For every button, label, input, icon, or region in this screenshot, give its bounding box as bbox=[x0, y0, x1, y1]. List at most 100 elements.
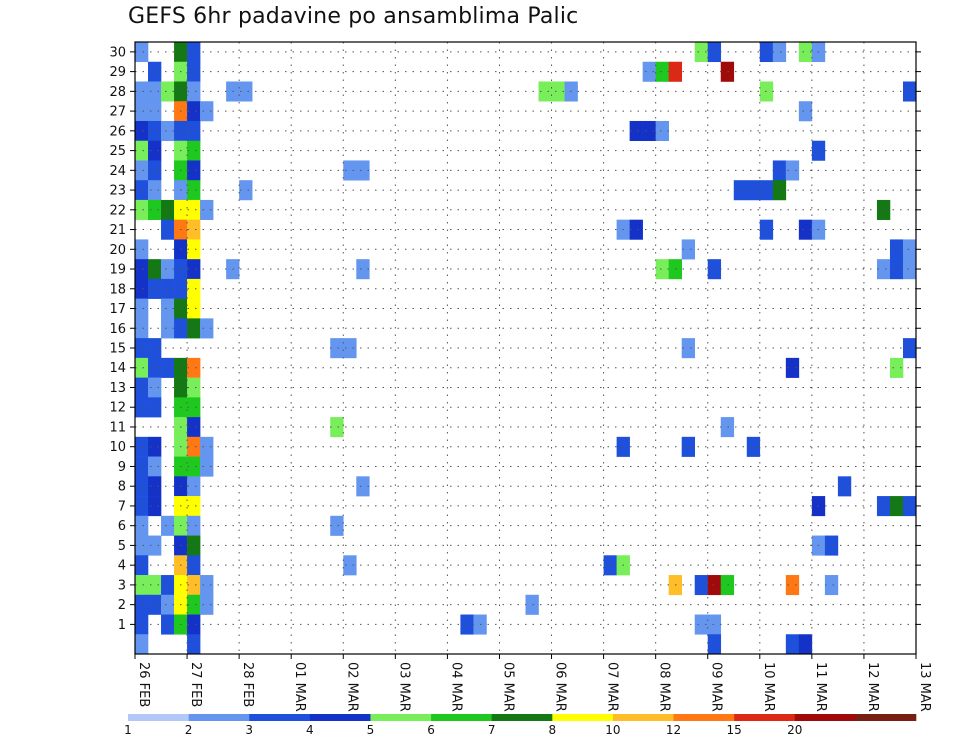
heatmap-cell bbox=[785, 160, 800, 181]
heatmap-cell bbox=[902, 81, 917, 102]
heatmap-cell bbox=[135, 535, 149, 556]
y-tick-label: 9 bbox=[118, 460, 126, 475]
heatmap-cell bbox=[187, 180, 201, 201]
heatmap-cell bbox=[785, 575, 800, 596]
heatmap-cell bbox=[356, 259, 370, 280]
heatmap-cell bbox=[187, 555, 201, 576]
y-tick-label: 26 bbox=[109, 124, 126, 139]
heatmap-cell bbox=[135, 436, 149, 457]
heatmap-cell bbox=[135, 81, 149, 102]
heatmap-cell bbox=[200, 436, 214, 457]
heatmap-cell bbox=[343, 160, 357, 181]
heatmap-cell bbox=[902, 338, 917, 359]
heatmap-cell bbox=[798, 42, 813, 63]
heatmap-cell bbox=[187, 42, 201, 63]
heatmap-cell bbox=[148, 259, 162, 280]
y-tick-label: 5 bbox=[118, 539, 126, 554]
heatmap-cell bbox=[161, 357, 175, 378]
colorbar-label: 7 bbox=[488, 723, 496, 737]
colorbar-label: 5 bbox=[367, 723, 375, 737]
heatmap-cell bbox=[187, 496, 201, 517]
y-tick-label: 8 bbox=[118, 480, 126, 495]
heatmap-cell bbox=[161, 259, 175, 280]
y-tick-label: 16 bbox=[109, 322, 126, 337]
heatmap-cell bbox=[187, 278, 201, 299]
heatmap-cell bbox=[135, 239, 149, 260]
colorbar: 1 2 3 4 5 6 7 8 10 12 15 20 bbox=[124, 714, 917, 737]
heatmap-cell bbox=[343, 555, 357, 576]
x-tick-label: 12 MAR bbox=[865, 662, 880, 712]
heatmap-cell bbox=[148, 120, 162, 142]
heatmap-cell bbox=[187, 436, 201, 457]
heatmap-cell bbox=[655, 120, 669, 142]
x-tick-label: 05 MAR bbox=[500, 662, 515, 712]
heatmap-cell bbox=[876, 259, 891, 280]
heatmap-cell bbox=[161, 199, 175, 220]
heatmap-cell bbox=[161, 594, 175, 615]
heatmap-cell bbox=[135, 42, 149, 63]
heatmap-cell bbox=[681, 436, 696, 457]
heatmap-cell bbox=[694, 614, 709, 635]
x-tick-label: 28 FEB bbox=[240, 662, 255, 707]
y-tick-label: 14 bbox=[109, 361, 126, 376]
heatmap-cell bbox=[772, 160, 787, 181]
colorbar-swatch bbox=[734, 714, 796, 721]
heatmap-cell bbox=[187, 101, 201, 122]
heatmap-cell bbox=[187, 397, 201, 418]
heatmap-cell bbox=[161, 614, 175, 635]
y-tick-label: 30 bbox=[109, 45, 126, 60]
x-tick-label: 01 MAR bbox=[292, 662, 307, 712]
heatmap-cell bbox=[148, 101, 162, 122]
heatmap-cell bbox=[135, 298, 149, 319]
colorbar-label: 3 bbox=[245, 723, 253, 737]
heatmap-cell bbox=[187, 160, 201, 181]
y-tick-label: 28 bbox=[109, 85, 126, 100]
heatmap-cell bbox=[902, 496, 917, 517]
colorbar-label: 8 bbox=[548, 723, 556, 737]
heatmap-cell bbox=[746, 436, 761, 457]
y-tick-label: 4 bbox=[118, 559, 126, 574]
y-tick-label: 7 bbox=[118, 499, 126, 514]
heatmap-cell bbox=[707, 634, 722, 655]
heatmap-cell bbox=[889, 357, 904, 378]
heatmap-cell bbox=[655, 259, 669, 280]
y-tick-label: 25 bbox=[109, 144, 126, 159]
heatmap-cell bbox=[135, 357, 149, 378]
heatmap-cell bbox=[135, 318, 149, 339]
heatmap-cell bbox=[187, 614, 201, 635]
heatmap-cell bbox=[135, 160, 149, 181]
colorbar-swatch bbox=[491, 714, 553, 721]
heatmap-cell bbox=[889, 259, 904, 280]
heatmap-cell bbox=[538, 81, 552, 102]
heatmap-cell bbox=[187, 120, 201, 142]
heatmap-cell bbox=[707, 42, 722, 63]
x-tick-label: 02 MAR bbox=[344, 662, 359, 712]
heatmap-cell bbox=[161, 81, 175, 102]
heatmap-cell bbox=[148, 436, 162, 457]
heatmap-cell bbox=[135, 555, 149, 576]
heatmap-cell bbox=[161, 120, 175, 142]
heatmap-cell bbox=[785, 357, 800, 378]
y-tick-label: 1 bbox=[118, 618, 126, 633]
heatmap-cell bbox=[161, 515, 175, 536]
heatmap-cell bbox=[798, 101, 813, 122]
y-tick-label: 27 bbox=[109, 105, 126, 120]
heatmap-cell bbox=[161, 318, 175, 339]
heatmap-cell bbox=[187, 199, 201, 220]
heatmap-cell bbox=[889, 239, 904, 260]
heatmap-cell bbox=[135, 199, 149, 220]
y-tick-label: 10 bbox=[109, 440, 126, 455]
heatmap-cell bbox=[798, 219, 813, 240]
heatmap-cell bbox=[135, 180, 149, 201]
colorbar-swatch bbox=[309, 714, 371, 721]
heatmap-cell bbox=[902, 259, 917, 280]
heatmap-cell bbox=[707, 614, 722, 635]
heatmap-cell bbox=[837, 476, 852, 497]
y-tick-label: 20 bbox=[109, 243, 126, 258]
heatmap-cell bbox=[135, 594, 149, 615]
y-tick-label: 23 bbox=[109, 184, 126, 199]
heatmap-cell bbox=[629, 120, 643, 142]
heatmap-cell bbox=[746, 180, 761, 201]
heatmap-cell bbox=[720, 61, 735, 82]
